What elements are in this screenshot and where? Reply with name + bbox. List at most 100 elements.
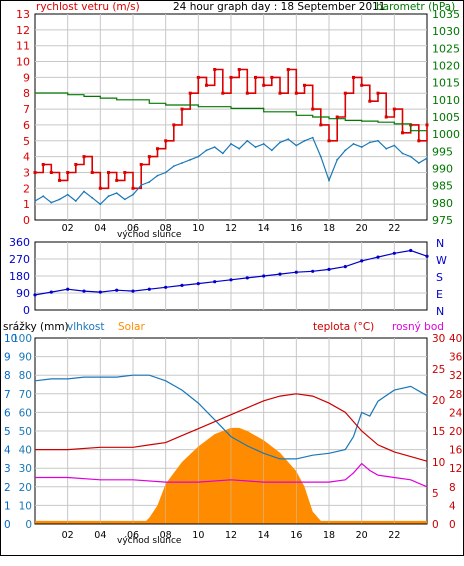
wind-gust-point (41, 163, 45, 166)
wind-average-point (50, 201, 53, 204)
bottom-x-tick-label: 18 (323, 530, 335, 541)
wind-average-point (123, 198, 126, 201)
top-x-tick-label: 06 (127, 223, 139, 234)
wind-gust-point (180, 107, 184, 111)
rain-tick-label: 3 (4, 463, 11, 475)
wind-direction-point (343, 265, 347, 269)
temperature-right-tick-label: 10 (432, 457, 445, 469)
wind-gust-point (131, 186, 135, 190)
wind-speed-tick-label: 11 (16, 40, 30, 53)
wind-average-point (148, 181, 151, 183)
compass-label: N (436, 305, 444, 318)
dew-point-axis-title: rosný bod (392, 321, 444, 333)
wind-average-point (238, 147, 241, 150)
temperature-tick-label: 36 (449, 352, 463, 364)
wind-average-point (401, 152, 404, 155)
wind-average-point (115, 192, 118, 195)
wind-speed-tick-label: 2 (23, 182, 30, 195)
temperature-axis-title: teplota (°C) (313, 321, 374, 333)
wind-speed-tick-label: 9 (23, 71, 30, 84)
wind-gust-point (352, 75, 355, 79)
wind-average-point (246, 139, 249, 142)
wind-average-point (360, 146, 363, 149)
rain-tick-label: 6 (4, 407, 11, 419)
wind-average-point (328, 179, 330, 182)
pressure-tick-label: 1000 (432, 128, 460, 141)
temperature-tick-label: 40 (449, 333, 462, 345)
compass-label: E (436, 288, 443, 301)
wind-gust-point (58, 178, 61, 182)
wind-gust-point (205, 83, 208, 87)
pressure-tick-label: 1020 (432, 60, 460, 73)
wind-gust-point (392, 107, 396, 111)
wind-average-point (156, 174, 159, 177)
wind-gust-point (417, 139, 421, 143)
pressure-series (35, 92, 427, 132)
humidity-tick-label: 20 (19, 482, 32, 494)
humidity-tick-label: 100 (12, 333, 32, 345)
wind-speed-axis-title: rychlost vetru (m/s) (36, 1, 140, 13)
wind-direction-point (409, 248, 413, 253)
wind-average-point (99, 203, 102, 206)
rain-tick-label: 5 (4, 426, 11, 438)
rain-tick-label: 2 (4, 482, 11, 494)
wind-gust-point (376, 91, 380, 95)
wind-average-point (172, 165, 175, 168)
wind-gust-point (221, 91, 225, 95)
bottom-x-tick-label: 12 (225, 530, 237, 541)
top-x-tick-label: 04 (94, 223, 106, 234)
wind-gust-point (115, 178, 119, 182)
wind-gust-point (384, 115, 388, 119)
humidity-series (34, 374, 428, 460)
humidity-tick-label: 90 (19, 352, 32, 364)
wind-direction-point (425, 254, 429, 258)
direction-tick-label: 270 (9, 253, 30, 266)
wind-average-point (270, 149, 273, 152)
wind-direction-point (164, 285, 168, 289)
wind-direction-point (33, 293, 37, 297)
temperature-tick-label: 0 (449, 519, 456, 531)
wind-gust-point (278, 91, 282, 95)
wind-gust-point (270, 75, 274, 79)
rain-tick-label: 4 (4, 445, 11, 457)
wind-direction-point (262, 274, 266, 278)
wind-speed-tick-label: 1 (23, 198, 30, 211)
wind-average-point (295, 144, 298, 147)
top-x-tick-label: 12 (225, 223, 237, 234)
direction-tick-label: 0 (23, 304, 30, 317)
top-x-tick-label: 10 (192, 223, 204, 234)
temperature-right-tick-label: 30 (432, 333, 445, 345)
direction-tick-label: 360 (9, 236, 30, 249)
wind-average-point (140, 184, 143, 187)
top-x-tick-label: 08 (160, 223, 172, 234)
wind-gust-point (172, 123, 176, 127)
sunrise-label-top: východ slunce (117, 230, 182, 240)
bottom-x-tick-label: 16 (290, 530, 302, 541)
wind-average-point (181, 162, 183, 164)
humidity-tick-label: 10 (19, 500, 32, 512)
wind-gust-point (82, 155, 86, 159)
top-x-tick-label: 18 (323, 223, 335, 234)
solar-axis-title: Solar (118, 321, 145, 333)
temperature-tick-label: 28 (449, 389, 462, 401)
wind-average-point (262, 143, 265, 145)
pressure-tick-label: 990 (432, 163, 453, 176)
wind-average-point (34, 200, 36, 202)
wind-average-point (287, 138, 290, 141)
pressure-tick-label: 1030 (432, 25, 460, 38)
wind-average-point (311, 136, 314, 139)
wind-average-point (164, 171, 167, 174)
wind-gust-point (360, 83, 364, 87)
wind-average-point (66, 193, 69, 196)
wind-gust-point (90, 171, 94, 174)
humidity-tick-label: 50 (19, 426, 32, 438)
wind-gust-point (254, 75, 257, 79)
wind-average-point (132, 193, 134, 196)
wind-direction-point (82, 289, 86, 293)
bottom-x-tick-label: 08 (160, 530, 172, 541)
rain-tick-label: 8 (4, 370, 11, 382)
wind-direction-point (66, 287, 70, 291)
humidity-tick-label: 40 (19, 445, 32, 457)
